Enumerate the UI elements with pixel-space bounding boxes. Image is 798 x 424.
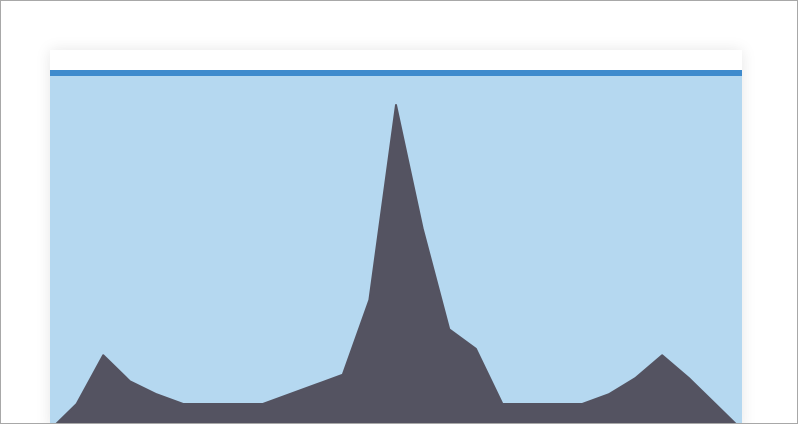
card-accent-bar	[50, 70, 742, 76]
area-chart	[50, 76, 742, 423]
chart-card	[50, 50, 742, 423]
area-chart-svg	[50, 76, 742, 423]
area-series	[55, 104, 737, 423]
